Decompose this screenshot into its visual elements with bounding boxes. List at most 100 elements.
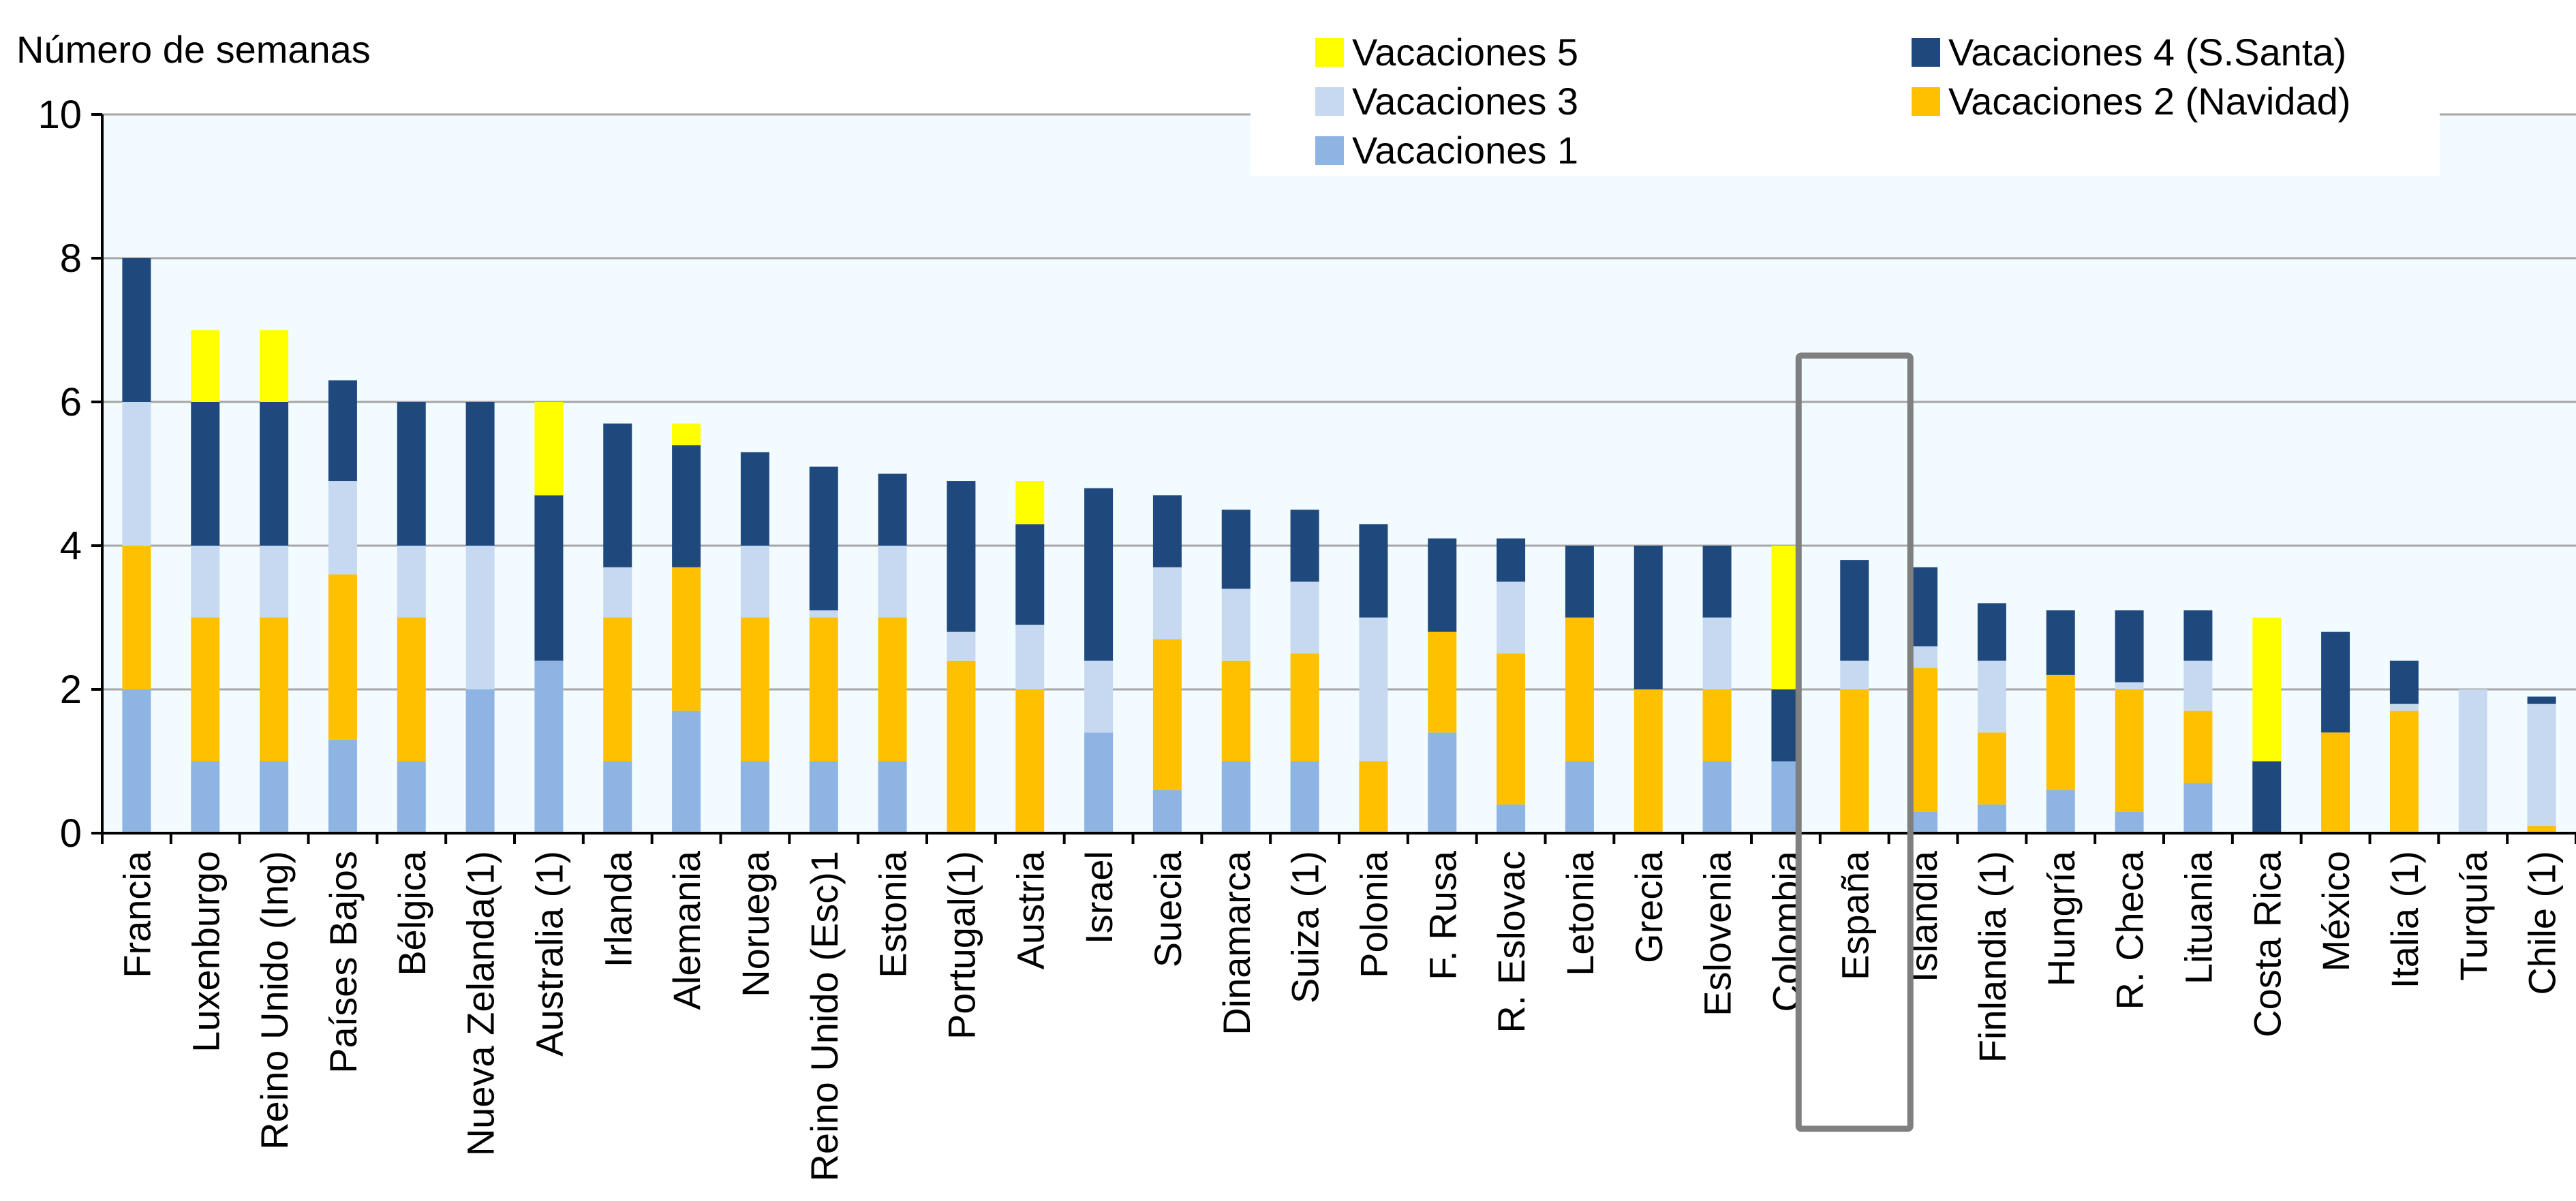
bar-segment [260, 617, 289, 762]
bar-segment [2527, 826, 2556, 833]
bar-segment [947, 631, 976, 661]
bar-segment [122, 689, 151, 833]
bar-segment [1497, 804, 1526, 833]
bar-segment [2115, 689, 2144, 812]
bar-segment [2389, 660, 2419, 704]
x-tick-label: R. Eslovac [1490, 851, 1533, 1033]
x-tick-label: Chile (1) [2521, 851, 2564, 995]
bar-segment [809, 617, 838, 762]
bar-segment [1290, 581, 1319, 654]
y-tick-label: 4 [60, 524, 82, 568]
bar-segment [809, 466, 838, 610]
bar-segment [260, 761, 289, 833]
x-tick-label: Eslovenia [1696, 850, 1739, 1016]
bar-segment [1290, 653, 1319, 762]
bar-segment [122, 258, 151, 402]
bar-segment [1909, 811, 1938, 833]
bar-segment [1771, 761, 1800, 833]
bar-segment [191, 761, 220, 833]
bar-segment [603, 761, 632, 833]
bar-segment [1015, 625, 1045, 689]
x-tick-label: Austria [1009, 850, 1052, 969]
bar-segment [328, 739, 357, 833]
bar-segment [2046, 674, 2075, 790]
y-tick-label: 0 [60, 811, 82, 856]
bar-segment [191, 617, 220, 762]
bar-segment [1840, 560, 1869, 661]
bar-segment [740, 452, 769, 546]
bar-segment [465, 402, 495, 546]
bar-segment [1497, 581, 1526, 654]
bar-segment [672, 567, 701, 711]
legend-label: Vacaciones 5 [1352, 31, 1578, 74]
bar-segment [2252, 617, 2282, 762]
bar-segment [1359, 524, 1388, 618]
bar-segment [1221, 589, 1251, 661]
bar-segment [740, 761, 769, 833]
bar-segment [1221, 660, 1251, 762]
x-tick-label: Suiza (1) [1284, 851, 1327, 1003]
bar-segment [1977, 732, 2006, 805]
bar-segment [1428, 631, 1457, 733]
x-tick-label: Grecia [1627, 850, 1670, 963]
bar-segment [603, 617, 632, 762]
bar-segment [947, 660, 976, 833]
x-tick-label: Finlandia (1) [1971, 851, 2014, 1063]
bar-segment [1152, 639, 1182, 790]
bar-segment [122, 546, 151, 689]
bar-segment [878, 473, 907, 546]
bar-segment [1909, 668, 1938, 812]
bar-segment [191, 402, 220, 546]
legend-label: Vacaciones 2 (Navidad) [1948, 80, 2350, 123]
bar-segment [2183, 783, 2213, 833]
bar-segment [1359, 617, 1388, 762]
bar-segment [2183, 711, 2213, 783]
bar-segment [397, 402, 426, 546]
bar-segment [1015, 481, 1045, 525]
legend-swatch [1315, 38, 1344, 67]
y-axis-label: Número de semanas [16, 28, 371, 71]
bar-segment [397, 617, 426, 762]
x-tick-label: Australia (1) [527, 851, 570, 1057]
bar-segment [809, 761, 838, 833]
x-tick-label: Estonia [872, 850, 915, 978]
bar-segment [2115, 610, 2144, 683]
y-tick-label: 8 [60, 236, 82, 281]
legend-swatch [1912, 87, 1940, 116]
bar-segment [672, 445, 701, 567]
bar-segment [2115, 811, 2144, 833]
bar-segment [260, 330, 289, 402]
bar-segment [397, 546, 426, 618]
bar-segment [1909, 646, 1938, 668]
bar-segment [2046, 610, 2075, 675]
legend-label: Vacaciones 1 [1352, 129, 1578, 172]
bar-segment [534, 402, 564, 496]
bar-segment [1084, 488, 1114, 661]
bar-segment [1084, 660, 1114, 733]
bar-segment [2527, 704, 2556, 826]
bar-segment [122, 402, 151, 546]
bar-segment [2115, 682, 2144, 689]
x-tick-label: Italia (1) [2383, 851, 2426, 988]
bar-segment [1634, 546, 1663, 689]
bar-segment [1771, 546, 1800, 689]
bar-segment [1290, 761, 1319, 833]
bar-segment [1771, 689, 1800, 762]
bar-segment [1428, 732, 1457, 833]
bar-segment [1634, 689, 1663, 833]
bar-segment [878, 546, 907, 618]
y-tick-label: 10 [37, 93, 82, 137]
x-tick-label: Nueva Zelanda(1) [459, 851, 502, 1156]
bar-segment [1977, 804, 2006, 833]
x-tick-label: Letonia [1559, 850, 1601, 976]
bar-segment [1152, 495, 1182, 567]
bar-segment [1702, 546, 1732, 618]
x-tick-label: Suecia [1146, 850, 1189, 967]
bar-segment [1702, 689, 1732, 762]
x-tick-label: Israel [1077, 851, 1120, 944]
x-tick-label: España [1833, 850, 1876, 980]
bar-segment [1015, 524, 1045, 625]
bar-segment [947, 481, 976, 632]
gridlines [102, 113, 2576, 691]
bar-segment [1840, 689, 1869, 833]
